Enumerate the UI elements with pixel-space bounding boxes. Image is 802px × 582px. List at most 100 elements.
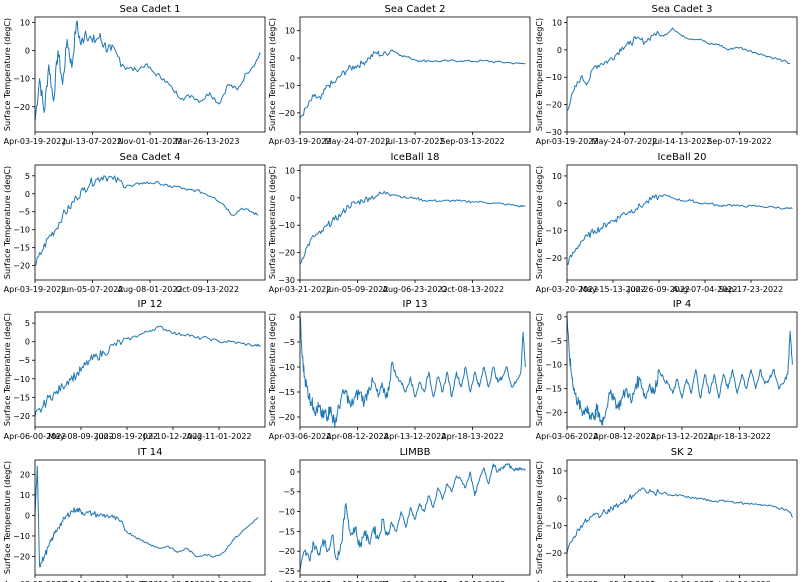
- y-tick-label: −20: [13, 103, 30, 112]
- y-tick-label: −10: [545, 522, 562, 531]
- y-tick-label: −10: [13, 375, 30, 384]
- y-tick-label: −20: [545, 101, 562, 110]
- x-tick-label: Jun-26-09-2022: [627, 285, 690, 294]
- plot-frame: [299, 164, 531, 281]
- y-tick-label: 0: [557, 46, 562, 55]
- y-tick-label: −15: [278, 527, 295, 536]
- panel-title: IP 4: [673, 299, 692, 310]
- y-tick-label: −10: [278, 508, 295, 517]
- y-tick-label: 0: [557, 494, 562, 503]
- x-tick-label: Apr-08-12-2022: [593, 432, 656, 441]
- x-tick-label: Aug-06-23-2022: [383, 285, 448, 294]
- x-tick-label: Apr-03-19-2022: [536, 580, 599, 582]
- y-axis-label: Surface Temperature (degC): [535, 18, 544, 131]
- y-tick-label: −20: [13, 262, 30, 271]
- y-tick-label: 10: [552, 18, 562, 27]
- panel: 5 0 −5 −10 −15 −20 Apr-03-19-2022Jun-05-07-202…: [3, 152, 266, 294]
- x-tick-label: Apr-18-13-2022: [708, 432, 771, 441]
- x-tick-label: May-08-09-2022: [48, 432, 114, 441]
- y-axis-label: Surface Temperature (degC): [3, 18, 12, 131]
- x-tick-label: Sep-17-23-2022: [719, 285, 783, 294]
- plot-frame: [299, 311, 531, 428]
- y-axis-label: Surface Temperature (degC): [535, 166, 544, 279]
- x-tick-label: Apr-15-12-2022: [326, 580, 389, 582]
- y-axis-label: Surface Temperature (degC): [3, 313, 12, 426]
- x-tick-label: Aug-06-21-2022: [650, 580, 715, 582]
- panel-title: SK 2: [671, 447, 693, 458]
- y-tick-label: −20: [545, 254, 562, 263]
- x-tick-label: May-13-13-2022: [440, 580, 506, 582]
- y-tick-label: 0: [25, 338, 30, 347]
- y-tick-label: −20: [13, 553, 30, 562]
- x-tick-label: Jul-13-07-2022: [384, 137, 444, 146]
- y-axis-label: Surface Temperature (degC): [268, 166, 277, 279]
- x-tick-label: Apr-06-09-2022: [269, 580, 332, 582]
- x-tick-label: Apr-18-13-2022: [441, 432, 504, 441]
- y-tick-label: −20: [545, 409, 562, 418]
- x-tick-label: Jul-13-07-2022: [62, 137, 122, 146]
- panel: 10 0 −10 −20 Apr-03-19-2022May-24-07-2022Jul…: [268, 4, 531, 146]
- panel: 0 −5 −10 −15 −20 Apr-03-06-2022Apr-08-12-2022…: [535, 299, 798, 441]
- x-tick-label: Jul-16-16-2022: [50, 580, 110, 582]
- y-tick-label: 10: [20, 491, 30, 500]
- series-line: [566, 194, 793, 265]
- panel-title: IT 14: [138, 447, 163, 458]
- x-tick-label: Mar-26-13-2023: [176, 137, 240, 146]
- x-tick-label: Oct-28-22-2022: [95, 580, 158, 582]
- y-tick-label: −30: [278, 276, 295, 285]
- y-axis-label: Surface Temperature (degC): [3, 461, 12, 574]
- panel-title: Sea Cadet 4: [120, 152, 181, 163]
- y-tick-label: −5: [283, 338, 295, 347]
- y-tick-label: −5: [283, 488, 295, 497]
- y-tick-label: −20: [278, 109, 295, 118]
- x-tick-label: Apr-03-19-2022: [4, 285, 67, 294]
- x-tick-label: Oct-09-13-2022: [176, 285, 239, 294]
- x-tick-label: May-24-07-2022: [325, 137, 391, 146]
- y-tick-label: −20: [278, 547, 295, 556]
- y-tick-label: 0: [290, 54, 295, 63]
- x-tick-label: Oct-08-16-2022: [708, 580, 771, 582]
- panel: 10 0 −10 −20 −30Apr-03-19-2022May-24-07-2022…: [535, 4, 798, 146]
- x-tick-label: Aug-07-04-2022: [673, 285, 738, 294]
- y-tick-label: 0: [557, 313, 562, 322]
- series-line: [299, 49, 526, 119]
- y-tick-label: −5: [18, 208, 30, 217]
- x-tick-label: May-03-09-2022: [382, 580, 448, 582]
- y-tick-label: −15: [545, 385, 562, 394]
- y-tick-label: −10: [13, 75, 30, 84]
- x-tick-label: Aug-08-01-2022: [118, 285, 183, 294]
- series-line: [299, 191, 526, 264]
- y-tick-label: 0: [557, 199, 562, 208]
- y-tick-label: −10: [278, 81, 295, 90]
- y-axis-label: Surface Temperature (degC): [3, 166, 12, 279]
- x-tick-label: Apr-03-19-2022: [4, 137, 67, 146]
- y-tick-label: −10: [278, 363, 295, 372]
- panel: 0 −5 −10 −15 −20 −25 Apr-06-09-2022Apr-15-12-2…: [269, 447, 531, 582]
- y-tick-label: 10: [285, 27, 295, 36]
- series-line: [34, 175, 259, 266]
- y-tick-label: 10: [285, 166, 295, 175]
- y-tick-label: −20: [13, 412, 30, 421]
- x-tick-label: Apr-13-12-2022: [384, 432, 447, 441]
- y-tick-label: −10: [13, 532, 30, 541]
- y-tick-label: 0: [25, 47, 30, 56]
- y-tick-label: 0: [25, 511, 30, 520]
- x-tick-label: Jul-10-12-2022: [142, 432, 202, 441]
- panel: 10 0 −10 −20 Apr-03-20-2022May-15-13-2022Jun…: [535, 152, 798, 294]
- series-line: [34, 325, 261, 417]
- plot-frame: [34, 16, 266, 133]
- x-tick-label: Apr-03-19-2022: [269, 137, 332, 146]
- panel-title: Sea Cadet 3: [652, 4, 713, 15]
- x-tick-label: Apr-06-00-2022: [4, 432, 67, 441]
- series-line: [34, 20, 261, 121]
- panel-title: Sea Cadet 2: [385, 4, 446, 15]
- x-tick-label: Apr-03-06-2022: [269, 432, 332, 441]
- panel-title: LIMBB: [400, 447, 431, 458]
- y-tick-label: −15: [13, 393, 30, 402]
- plot-frame: [566, 164, 798, 281]
- series-line: [34, 465, 259, 568]
- plot-frame: [299, 16, 531, 133]
- panel-title: IceBall 20: [657, 152, 706, 163]
- x-tick-label: Apr-08-12-2022: [326, 432, 389, 441]
